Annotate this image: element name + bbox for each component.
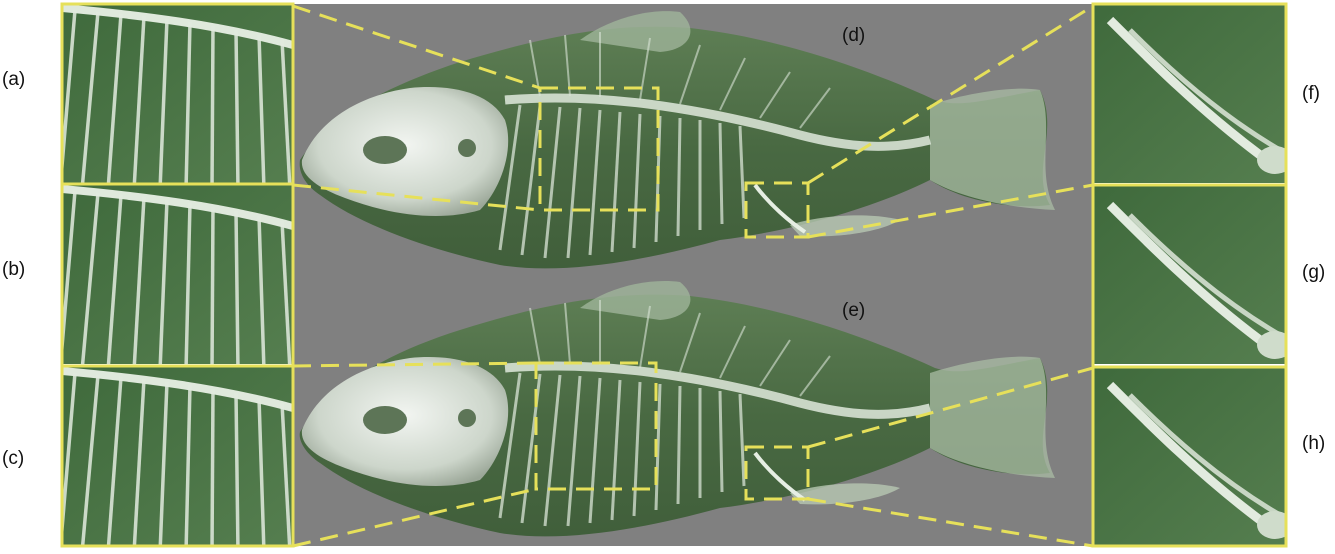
label-e: (e) bbox=[842, 300, 866, 321]
zoom-panel-c bbox=[62, 367, 293, 546]
label-c: (c) bbox=[2, 448, 25, 469]
zoom-panel-f bbox=[1093, 4, 1286, 183]
zoom-panel-g bbox=[1093, 186, 1286, 364]
label-b: (b) bbox=[2, 259, 26, 280]
zoom-panel-b bbox=[62, 185, 293, 364]
fish-render-e bbox=[299, 281, 1055, 537]
fish-render-d bbox=[299, 11, 1055, 269]
zoom-panel-a bbox=[62, 4, 293, 183]
label-h: (h) bbox=[1302, 433, 1326, 454]
zoom-panel-h bbox=[1093, 368, 1286, 546]
zoom-indicators bbox=[292, 4, 1094, 548]
label-d: (d) bbox=[842, 25, 866, 46]
label-g: (g) bbox=[1302, 262, 1326, 283]
label-a: (a) bbox=[2, 69, 26, 90]
panel-frames bbox=[60, 2, 1288, 548]
label-f: (f) bbox=[1302, 83, 1320, 104]
